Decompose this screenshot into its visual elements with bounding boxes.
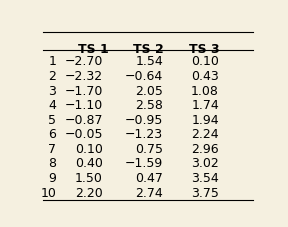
Text: −2.70: −2.70	[65, 55, 103, 68]
Text: 0.40: 0.40	[75, 157, 103, 170]
Text: 1: 1	[48, 55, 56, 68]
Text: 1.94: 1.94	[192, 113, 219, 126]
Text: 2.05: 2.05	[135, 84, 163, 97]
Text: −1.23: −1.23	[125, 128, 163, 141]
Text: TS 1: TS 1	[77, 43, 108, 56]
Text: 0.47: 0.47	[135, 171, 163, 184]
Text: 1.50: 1.50	[75, 171, 103, 184]
Text: 0.10: 0.10	[75, 142, 103, 155]
Text: −0.64: −0.64	[125, 70, 163, 83]
Text: 3.02: 3.02	[191, 157, 219, 170]
Text: 2: 2	[48, 70, 56, 83]
Text: TS 2: TS 2	[133, 43, 164, 56]
Text: −1.70: −1.70	[65, 84, 103, 97]
Text: 9: 9	[48, 171, 56, 184]
Text: −1.10: −1.10	[65, 99, 103, 112]
Text: 2.24: 2.24	[192, 128, 219, 141]
Text: 0.10: 0.10	[191, 55, 219, 68]
Text: −2.32: −2.32	[65, 70, 103, 83]
Text: 10: 10	[40, 186, 56, 199]
Text: −0.95: −0.95	[125, 113, 163, 126]
Text: 2.20: 2.20	[75, 186, 103, 199]
Text: TS 3: TS 3	[189, 43, 220, 56]
Text: −0.05: −0.05	[65, 128, 103, 141]
Text: 3.54: 3.54	[191, 171, 219, 184]
Text: 2.74: 2.74	[135, 186, 163, 199]
Text: 0.75: 0.75	[135, 142, 163, 155]
Text: 1.74: 1.74	[191, 99, 219, 112]
Text: 2.58: 2.58	[135, 99, 163, 112]
Text: 1.54: 1.54	[135, 55, 163, 68]
Text: 1.08: 1.08	[191, 84, 219, 97]
Text: 3.75: 3.75	[191, 186, 219, 199]
Text: 4: 4	[48, 99, 56, 112]
Text: 8: 8	[48, 157, 56, 170]
Text: 0.43: 0.43	[191, 70, 219, 83]
Text: 3: 3	[48, 84, 56, 97]
Text: 7: 7	[48, 142, 56, 155]
Text: 2.96: 2.96	[192, 142, 219, 155]
Text: −1.59: −1.59	[125, 157, 163, 170]
Text: 5: 5	[48, 113, 56, 126]
Text: −0.87: −0.87	[65, 113, 103, 126]
Text: 6: 6	[48, 128, 56, 141]
